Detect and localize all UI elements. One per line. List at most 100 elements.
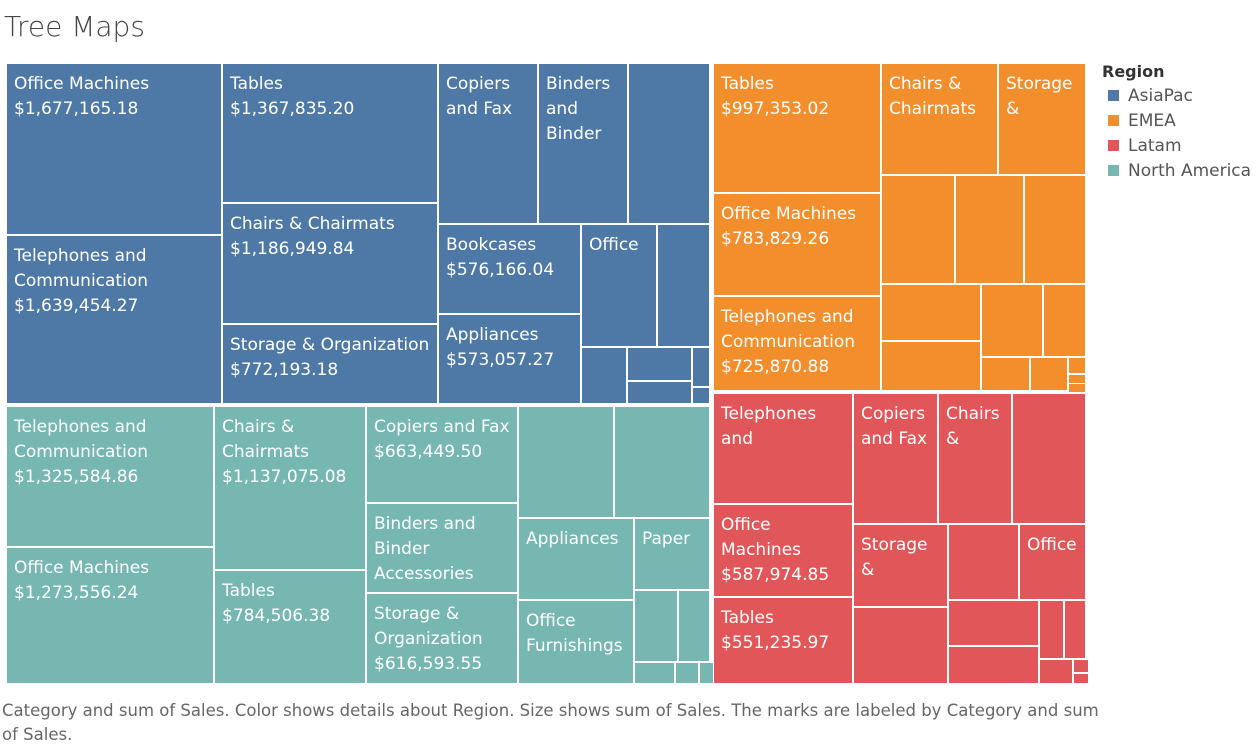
treemap-cell-asiapac-unlabeled[interactable] xyxy=(692,347,710,387)
cell-category-label: Chairs & xyxy=(946,404,1000,449)
treemap-cell-north-america-unlabeled[interactable] xyxy=(634,590,678,662)
legend-item-asiapac[interactable]: AsiaPac xyxy=(1102,83,1251,108)
treemap-cell-emea-unlabeled[interactable] xyxy=(881,175,955,284)
treemap-cell-asiapac-bookcases[interactable]: Bookcases $576,166.04 xyxy=(438,224,581,314)
treemap-cell-emea-unlabeled[interactable] xyxy=(1068,357,1086,374)
chart-title: Tree Maps xyxy=(4,10,145,43)
treemap-cell-north-america-unlabeled[interactable] xyxy=(678,590,710,662)
treemap-cell-latam-unlabeled[interactable] xyxy=(1073,659,1089,673)
treemap-cell-emea-unlabeled[interactable] xyxy=(981,357,1030,391)
treemap-cell-emea-storage-and[interactable]: Storage & xyxy=(998,63,1086,175)
cell-value-label: $1,186,949.84 xyxy=(230,239,355,259)
legend-swatch-north-america xyxy=(1108,165,1119,176)
treemap-cell-latam-office[interactable]: Office xyxy=(1019,524,1086,600)
treemap-cell-north-america-chairs-and-chairmats[interactable]: Chairs & Chairmats $1,137,075.08 xyxy=(214,406,366,570)
treemap-cell-asiapac-tables[interactable]: Tables $1,367,835.20 xyxy=(222,63,438,203)
treemap-cell-asiapac-telephones-and-communication[interactable]: Telephones and Communication $1,639,454.2… xyxy=(6,235,222,404)
treemap-cell-latam-unlabeled[interactable] xyxy=(1073,673,1089,684)
treemap-cell-north-america-office-machines[interactable]: Office Machines $1,273,556.24 xyxy=(6,547,214,684)
treemap-cell-latam-unlabeled[interactable] xyxy=(853,607,948,684)
treemap-cell-emea-unlabeled[interactable] xyxy=(1068,383,1086,393)
treemap-cell-emea-unlabeled[interactable] xyxy=(1030,357,1068,391)
treemap-cell-latam-unlabeled[interactable] xyxy=(1039,659,1073,684)
cell-category-label: Telephones and Communication xyxy=(14,246,148,291)
legend-label-latam: Latam xyxy=(1128,135,1182,156)
legend-item-north-america[interactable]: North America xyxy=(1102,158,1251,183)
treemap-cell-north-america-binders-and-binder-accessories[interactable]: Binders and Binder Accessories xyxy=(366,503,518,593)
cell-value-label: $783,829.26 xyxy=(721,229,830,249)
treemap-cell-asiapac-office[interactable]: Office xyxy=(581,224,657,347)
treemap-cell-latam-unlabeled[interactable] xyxy=(1039,600,1064,659)
treemap-cell-emea-tables[interactable]: Tables $997,353.02 xyxy=(713,63,881,193)
treemap-cell-asiapac-binders-and-binder[interactable]: Binders and Binder xyxy=(538,63,628,224)
legend-title: Region xyxy=(1102,62,1165,81)
treemap-cell-latam-unlabeled[interactable] xyxy=(948,600,1039,646)
treemap-cell-asiapac-chairs-and-chairmats[interactable]: Chairs & Chairmats $1,186,949.84 xyxy=(222,203,438,324)
cell-category-label: Storage & Organization xyxy=(230,335,430,355)
treemap-cell-latam-tables[interactable]: Tables $551,235.97 xyxy=(713,597,853,684)
treemap-cell-latam-unlabeled[interactable] xyxy=(948,646,1039,684)
cell-category-label: Tables xyxy=(721,74,774,94)
legend-swatch-latam xyxy=(1108,140,1119,151)
legend-item-latam[interactable]: Latam xyxy=(1102,133,1251,158)
treemap-cell-north-america-copiers-and-fax[interactable]: Copiers and Fax $663,449.50 xyxy=(366,406,518,503)
treemap-cell-north-america-tables[interactable]: Tables $784,506.38 xyxy=(214,570,366,684)
cell-value-label: $1,325,584.86 xyxy=(14,467,139,487)
treemap-cell-asiapac-unlabeled[interactable] xyxy=(657,224,710,347)
treemap-cell-north-america-unlabeled[interactable] xyxy=(675,662,699,684)
cell-category-label: Office xyxy=(1027,535,1077,555)
legend-swatch-asiapac xyxy=(1108,90,1119,101)
cell-value-label: $616,593.55 xyxy=(374,654,483,674)
cell-category-label: Tables xyxy=(230,74,283,94)
cell-category-label: Storage & Organization xyxy=(374,604,483,649)
treemap-cell-north-america-unlabeled[interactable] xyxy=(634,662,675,684)
treemap-cell-asiapac-unlabeled[interactable] xyxy=(627,347,692,381)
treemap-cell-latam-unlabeled[interactable] xyxy=(1064,600,1086,659)
treemap-cell-emea-chairs-and-chairmats[interactable]: Chairs & Chairmats xyxy=(881,63,998,175)
treemap-cell-asiapac-copiers-and-fax[interactable]: Copiers and Fax xyxy=(438,63,538,224)
cell-category-label: Storage & xyxy=(861,535,928,580)
treemap-cell-latam-chairs-and[interactable]: Chairs & xyxy=(938,393,1012,524)
treemap-cell-latam-copiers-and-fax[interactable]: Copiers and Fax xyxy=(853,393,938,524)
treemap-cell-latam-telephones-and[interactable]: Telephones and xyxy=(713,393,853,504)
cell-category-label: Chairs & Chairmats xyxy=(230,214,395,234)
treemap-cell-north-america-paper[interactable]: Paper xyxy=(634,518,710,590)
treemap-cell-latam-unlabeled[interactable] xyxy=(1012,393,1086,524)
treemap-cell-emea-unlabeled[interactable] xyxy=(1024,175,1086,284)
treemap-cell-emea-telephones-and-communication[interactable]: Telephones and Communication $725,870.88 xyxy=(713,296,881,391)
treemap-cell-emea-unlabeled[interactable] xyxy=(881,284,981,341)
cell-category-label: Binders and Binder Accessories xyxy=(374,514,476,584)
legend-item-emea[interactable]: EMEA xyxy=(1102,108,1251,133)
cell-category-label: Office Machines xyxy=(721,204,857,224)
treemap-cell-north-america-storage-and-organization[interactable]: Storage & Organization $616,593.55 xyxy=(366,593,518,684)
cell-category-label: Copiers and Fax xyxy=(374,417,510,437)
treemap-cell-asiapac-storage-and-organization[interactable]: Storage & Organization $772,193.18 xyxy=(222,324,438,404)
treemap-cell-latam-office-machines[interactable]: Office Machines $587,974.85 xyxy=(713,504,853,597)
treemap-cell-north-america-appliances[interactable]: Appliances xyxy=(518,518,634,600)
cell-value-label: $1,367,835.20 xyxy=(230,99,355,119)
treemap-cell-latam-unlabeled[interactable] xyxy=(948,524,1019,600)
treemap-cell-north-america-unlabeled[interactable] xyxy=(614,406,710,518)
cell-category-label: Telephones and Communication xyxy=(721,307,855,352)
treemap-cell-asiapac-unlabeled[interactable] xyxy=(692,387,710,404)
treemap-cell-north-america-unlabeled[interactable] xyxy=(518,406,614,518)
treemap-cell-asiapac-appliances[interactable]: Appliances $573,057.27 xyxy=(438,314,581,404)
treemap-cell-asiapac-unlabeled[interactable] xyxy=(628,63,710,224)
cell-category-label: Chairs & Chairmats xyxy=(889,74,976,119)
cell-category-label: Office Machines xyxy=(14,558,150,578)
treemap-cell-asiapac-unlabeled[interactable] xyxy=(627,381,692,404)
treemap-cell-emea-unlabeled[interactable] xyxy=(981,284,1043,357)
treemap-cell-emea-unlabeled[interactable] xyxy=(881,341,981,391)
cell-category-label: Office Machines xyxy=(721,515,802,560)
treemap-cell-north-america-office-furnishings[interactable]: Office Furnishings xyxy=(518,600,634,684)
treemap-cell-emea-unlabeled[interactable] xyxy=(955,175,1024,284)
treemap-cell-asiapac-unlabeled[interactable] xyxy=(581,347,627,404)
treemap-cell-emea-office-machines[interactable]: Office Machines $783,829.26 xyxy=(713,193,881,296)
cell-category-label: Tables xyxy=(222,581,275,601)
treemap-cell-latam-storage-and[interactable]: Storage & xyxy=(853,524,948,607)
treemap-cell-asiapac-office-machines[interactable]: Office Machines $1,677,165.18 xyxy=(6,63,222,235)
treemap-cell-emea-unlabeled[interactable] xyxy=(1043,284,1086,357)
treemap-cell-north-america-telephones-and-communication[interactable]: Telephones and Communication $1,325,584.8… xyxy=(6,406,214,547)
cell-value-label: $551,235.97 xyxy=(721,633,830,653)
